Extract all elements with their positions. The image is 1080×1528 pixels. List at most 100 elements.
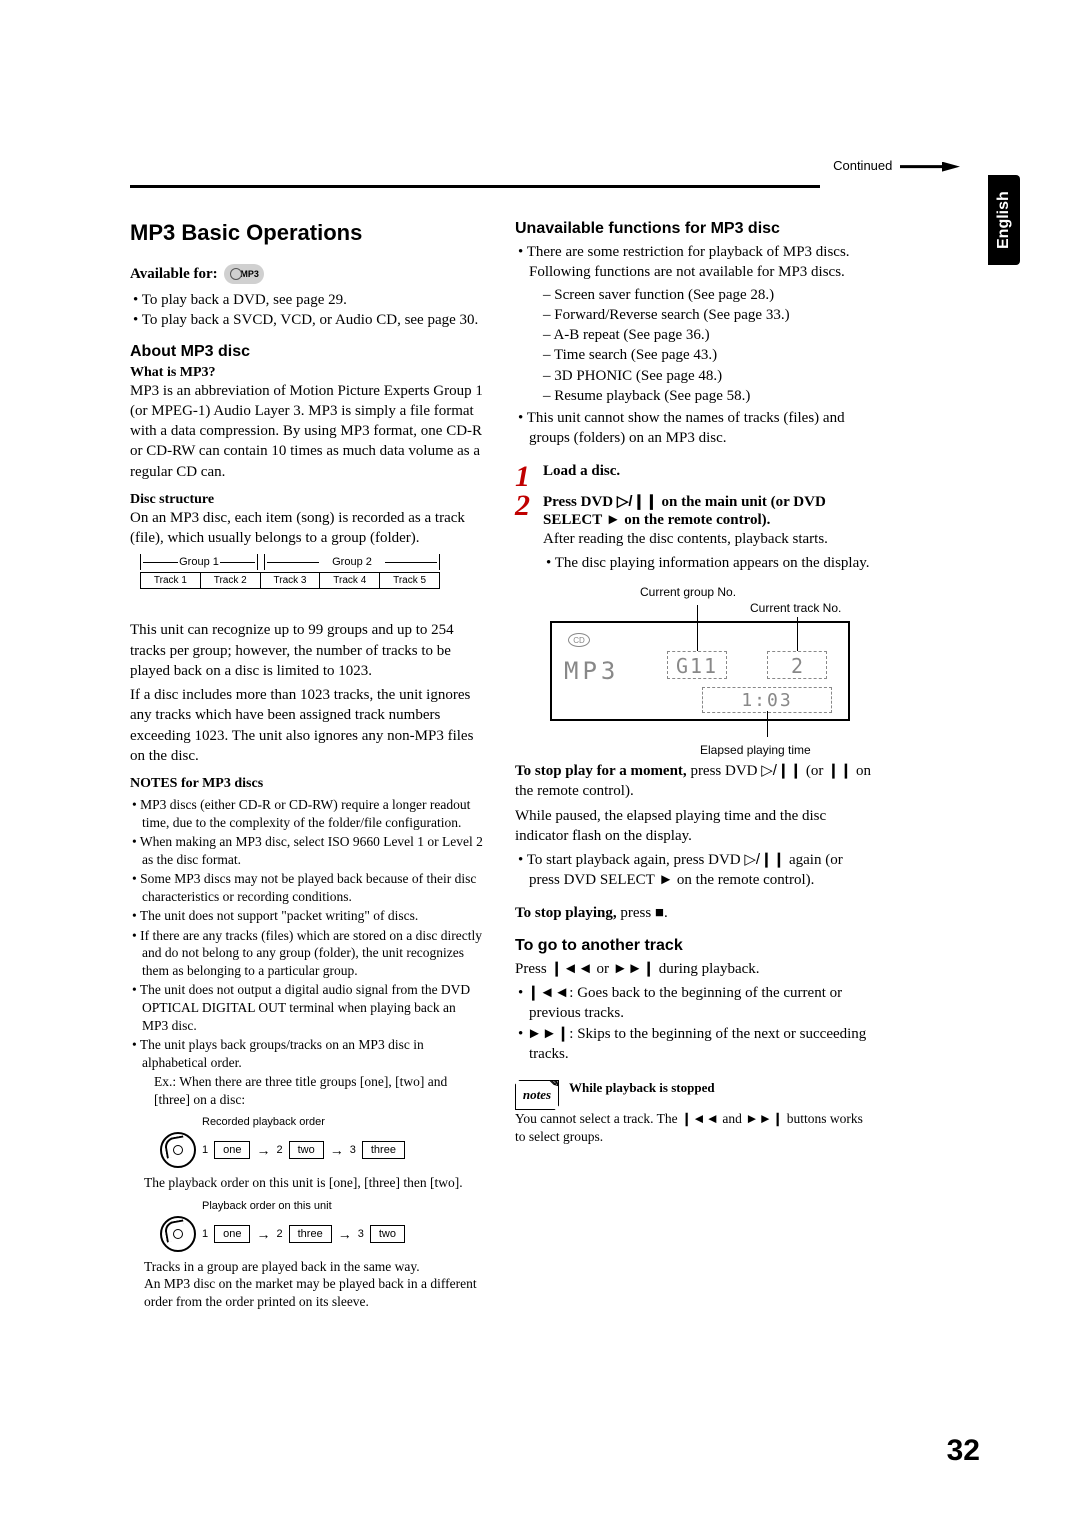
recognize-limits-1: This unit can recognize up to 99 groups … [130, 620, 485, 681]
current-track-label: Current track No. [750, 601, 841, 615]
pointer-line [797, 617, 798, 651]
page-content: MP3 Basic Operations Available for: MP3 … [130, 150, 950, 1310]
track-label: Track 2 [200, 572, 260, 589]
unavailable-intro-list: There are some restriction for playback … [515, 242, 875, 449]
prev-track-icon: ❙◄◄ [527, 984, 569, 1001]
list-item: Resume playback (See page 58.) [543, 386, 875, 406]
order-box: one [214, 1225, 250, 1243]
market-disc-note: An MP3 disc on the market may be played … [144, 1275, 485, 1310]
disc-icon [160, 1132, 196, 1168]
list-item: ►►❙: Skips to the beginning of the next … [515, 1024, 875, 1065]
play-reference-list: To play back a DVD, see page 29. To play… [130, 290, 485, 331]
order-box: one [214, 1141, 250, 1159]
list-item: There are some restriction for playback … [515, 242, 875, 406]
notes-block: notes While playback is stopped [515, 1080, 875, 1110]
step-2-body: After reading the disc contents, playbac… [543, 529, 875, 549]
next-track-icon: ►►❙ [527, 1025, 569, 1042]
example-intro: Ex.: When there are three title groups [… [154, 1073, 485, 1108]
elapsed-time-label: Elapsed playing time [700, 743, 811, 757]
list-item: This unit cannot show the names of track… [515, 408, 875, 449]
list-item: To play back a DVD, see page 29. [130, 290, 485, 310]
cd-indicator-icon: CD [568, 633, 590, 647]
elapsed-time-segment: 1:03 [702, 687, 832, 713]
goto-list: ❙◄◄: Goes back to the beginning of the c… [515, 983, 875, 1064]
left-column: MP3 Basic Operations Available for: MP3 … [130, 220, 485, 1310]
track-label: Track 1 [140, 572, 200, 589]
track-label: Track 4 [319, 572, 379, 589]
order-box: three [289, 1225, 332, 1243]
while-stopped-body: You cannot select a track. The ❙◄◄ and ►… [515, 1110, 875, 1145]
pointer-line [767, 711, 768, 737]
recognize-limits-2: If a disc includes more than 1023 tracks… [130, 685, 485, 766]
notes-for-mp3-heading: NOTES for MP3 discs [130, 776, 485, 792]
disc-structure-heading: Disc structure [130, 492, 485, 508]
what-is-mp3-heading: What is MP3? [130, 365, 485, 381]
unavailable-functions-list: Screen saver function (See page 28.) For… [543, 285, 875, 407]
play-pause-icon: ▷/❙❙ [617, 493, 658, 510]
display-screen: CD MP3 G11 2 1:03 [550, 621, 850, 721]
unit-order-label: Playback order on this unit [202, 1200, 485, 1212]
list-item: 3D PHONIC (See page 48.) [543, 366, 875, 386]
group-label: Group 1 [140, 554, 258, 570]
list-item: To play back a SVCD, VCD, or Audio CD, s… [130, 310, 485, 330]
while-stopped-heading: While playback is stopped [569, 1080, 715, 1096]
list-item: If there are any tracks (files) which ar… [130, 927, 485, 980]
what-is-mp3-body: MP3 is an abbreviation of Motion Picture… [130, 381, 485, 482]
unavailable-heading: Unavailable functions for MP3 disc [515, 220, 875, 238]
step-1: 1 Load a disc. [515, 463, 875, 490]
page-number: 32 [947, 1434, 980, 1468]
list-item: The unit does not support "packet writin… [130, 907, 485, 925]
step-2-list: The disc playing information appears on … [543, 553, 875, 573]
about-mp3-heading: About MP3 disc [130, 343, 485, 361]
step-number: 1 [515, 463, 535, 490]
next-track-icon: ►►❙ [613, 960, 655, 977]
mp3-disc-icon: MP3 [224, 264, 264, 284]
prev-track-icon: ❙◄◄ [681, 1111, 719, 1126]
play-icon: ► [658, 871, 673, 888]
step-1-title: Load a disc. [543, 463, 875, 480]
notes-badge-icon: notes [515, 1080, 559, 1110]
track-label: Track 5 [379, 572, 440, 589]
right-column: Unavailable functions for MP3 disc There… [515, 220, 875, 1310]
playback-order-note: The playback order on this unit is [one]… [144, 1174, 485, 1192]
recorded-order-diagram: 1one → 2two → 3three [160, 1132, 485, 1168]
pause-icon: ❙❙ [827, 762, 852, 779]
available-for: Available for: MP3 [130, 264, 485, 284]
stop-icon: ■ [655, 904, 664, 921]
list-item: Some MP3 discs may not be played back be… [130, 870, 485, 905]
list-item: A-B repeat (See page 36.) [543, 325, 875, 345]
play-pause-icon: ▷/❙❙ [761, 762, 802, 779]
group-label: Group 2 [264, 554, 440, 570]
list-item: Time search (See page 43.) [543, 345, 875, 365]
stop-playing: To stop playing, press ■. [515, 903, 875, 923]
pause-body: While paused, the elapsed playing time a… [515, 806, 875, 847]
next-track-icon: ►►❙ [745, 1111, 783, 1126]
list-item: MP3 discs (either CD-R or CD-RW) require… [130, 796, 485, 831]
disc-structure-body: On an MP3 disc, each item (song) is reco… [130, 508, 485, 549]
stop-moment: To stop play for a moment, press DVD ▷/❙… [515, 761, 875, 802]
pointer-line [697, 605, 698, 651]
list-item: ❙◄◄: Goes back to the beginning of the c… [515, 983, 875, 1024]
disc-icon [160, 1216, 196, 1252]
track-label: Track 3 [260, 572, 320, 589]
step-2: 2 Press DVD ▷/❙❙ on the main unit (or DV… [515, 492, 875, 586]
play-icon: ► [606, 511, 621, 528]
recorded-order-label: Recorded playback order [202, 1116, 485, 1128]
group-number-segment: G11 [667, 651, 727, 679]
order-box: two [289, 1141, 324, 1159]
list-item: Forward/Reverse search (See page 33.) [543, 305, 875, 325]
disc-structure-diagram: Group 1 Group 2 Track 1 Track 2 Track 3 … [140, 554, 440, 610]
available-for-label: Available for: [130, 266, 218, 283]
current-group-label: Current group No. [640, 585, 736, 599]
order-box: two [370, 1225, 405, 1243]
step-number: 2 [515, 492, 535, 586]
order-box: three [362, 1141, 405, 1159]
display-diagram: Current group No. Current track No. CD M… [525, 621, 875, 721]
step-2-title: Press DVD ▷/❙❙ on the main unit (or DVD … [543, 492, 875, 529]
mp3-indicator: MP3 [564, 657, 619, 685]
track-number-segment: 2 [767, 651, 827, 679]
tracks-group-note: Tracks in a group are played back in the… [144, 1258, 485, 1276]
play-pause-icon: ▷/❙❙ [744, 851, 785, 868]
list-item: The unit plays back groups/tracks on an … [130, 1036, 485, 1071]
goto-intro: Press ❙◄◄ or ►►❙ during playback. [515, 959, 875, 979]
